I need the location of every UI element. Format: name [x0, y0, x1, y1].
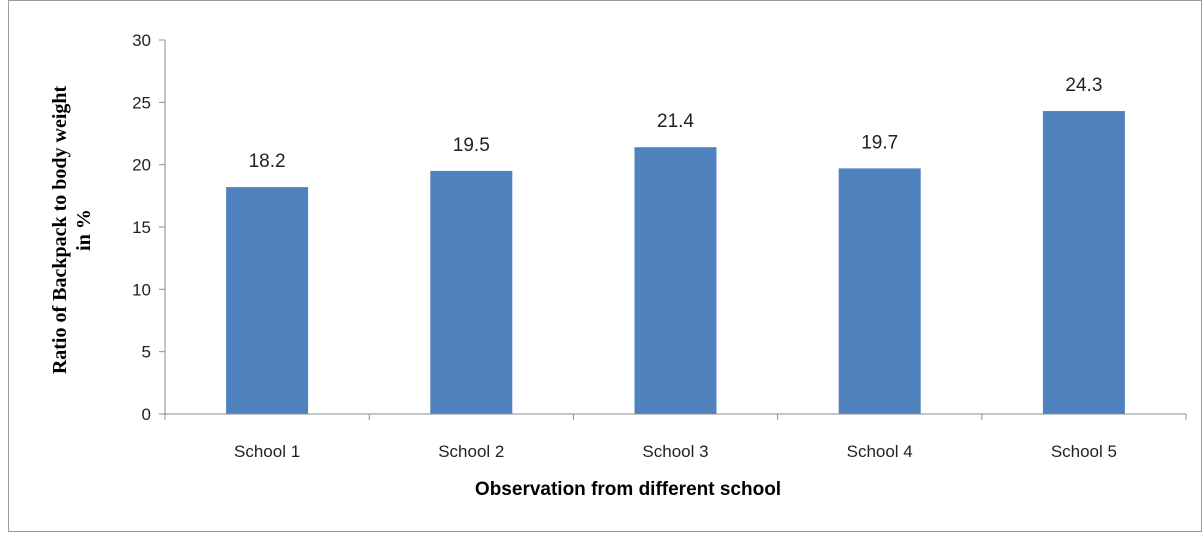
y-tick-label: 15: [132, 218, 151, 237]
y-tick-label: 0: [142, 405, 151, 424]
x-tick-label: School 3: [642, 442, 708, 461]
data-label: 24.3: [1065, 75, 1102, 96]
bar: [1042, 111, 1125, 414]
data-label: 21.4: [657, 111, 694, 132]
bar: [634, 147, 717, 415]
data-label: 19.5: [453, 135, 490, 156]
y-tick-label: 10: [132, 280, 151, 299]
y-tick-label: 20: [132, 156, 151, 175]
x-axis-title: Observation from different school: [475, 479, 781, 500]
bar: [838, 168, 921, 414]
y-tick-label: 30: [132, 31, 151, 50]
y-tick-label: 25: [132, 93, 151, 112]
data-labels: 18.2 19.5 21.4 19.7 24.3: [249, 75, 1103, 172]
x-tick-label: School 4: [847, 442, 913, 461]
bar: [430, 170, 513, 414]
bar: [226, 187, 309, 414]
x-tick-label: School 5: [1051, 442, 1117, 461]
data-label: 19.7: [861, 132, 898, 153]
y-axis-ticks: 0 5 10 15 20 25 30: [132, 31, 165, 424]
x-axis-ticks: School 1 School 2 School 3 School 4 School 5: [164, 414, 1187, 461]
y-axis-title-line-2: in %: [73, 209, 95, 251]
chart-frame: 0 5 10 15 20 25 30 School 1 School 2 School 3 Sch…: [8, 0, 1202, 532]
x-tick-label: School 2: [438, 442, 504, 461]
data-label: 18.2: [249, 151, 286, 172]
y-tick-label: 5: [142, 343, 151, 362]
bars: [226, 111, 1125, 415]
x-tick-label: School 1: [234, 442, 300, 461]
y-axis-title-line-1: Ratio of Backpack to body weight: [49, 85, 71, 374]
y-axis-title: Ratio of Backpack to body weight in %: [49, 85, 95, 374]
